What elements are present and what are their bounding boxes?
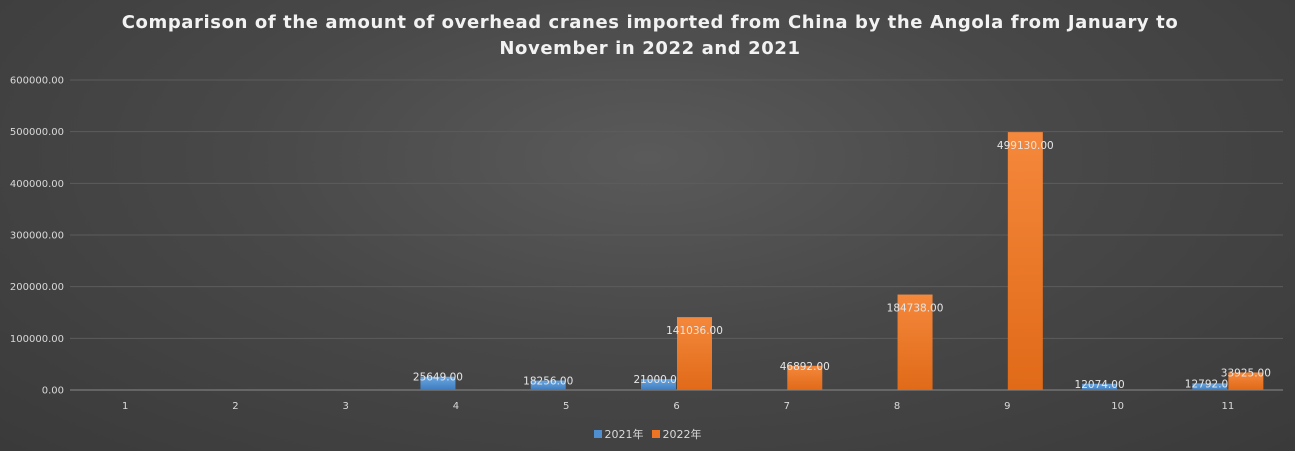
y-tick-label: 200000.00 bbox=[10, 282, 64, 293]
data-label: 18256.00 bbox=[523, 376, 573, 388]
data-label: 21000.00 bbox=[633, 374, 683, 386]
data-label: 141036.00 bbox=[666, 325, 723, 337]
x-tick-label: 1 bbox=[122, 401, 128, 412]
legend-item-2021[interactable]: 2021年 bbox=[593, 426, 644, 442]
bar bbox=[1007, 132, 1043, 391]
data-label: 12074.00 bbox=[1075, 379, 1125, 391]
y-tick-label: 500000.00 bbox=[10, 127, 64, 138]
data-label: 184738.00 bbox=[887, 303, 944, 315]
bar bbox=[897, 294, 933, 390]
legend: 2021年 2022年 bbox=[0, 426, 1295, 442]
bar bbox=[787, 365, 823, 390]
x-tick-label: 4 bbox=[453, 401, 459, 412]
legend-swatch-2021 bbox=[593, 430, 602, 438]
bar bbox=[1192, 383, 1228, 390]
x-tick-label: 11 bbox=[1221, 401, 1234, 412]
legend-label-2021: 2021年 bbox=[604, 428, 644, 441]
y-tick-label: 600000.00 bbox=[10, 76, 64, 87]
data-label: 499130.00 bbox=[997, 140, 1054, 152]
x-tick-label: 7 bbox=[784, 401, 790, 412]
data-label: 33925.00 bbox=[1221, 367, 1271, 379]
bar bbox=[1228, 372, 1264, 390]
bar bbox=[530, 380, 566, 390]
y-tick-label: 300000.00 bbox=[10, 231, 64, 242]
bar bbox=[677, 317, 712, 390]
legend-label-2022: 2022年 bbox=[662, 428, 702, 441]
legend-swatch-2022 bbox=[651, 430, 660, 438]
legend-item-2022[interactable]: 2022年 bbox=[651, 426, 702, 442]
x-tick-label: 10 bbox=[1111, 401, 1124, 412]
chart-title: Comparison of the amount of overhead cra… bbox=[121, 12, 1179, 59]
x-tick-label: 8 bbox=[894, 401, 900, 412]
x-tick-label: 6 bbox=[673, 401, 679, 412]
x-tick-label: 2 bbox=[232, 401, 238, 412]
bar bbox=[420, 376, 456, 390]
x-tick-label: 3 bbox=[342, 401, 348, 412]
data-label: 12792.00 bbox=[1185, 378, 1235, 390]
bar bbox=[641, 379, 676, 390]
bar bbox=[1082, 383, 1118, 390]
y-tick-label: 400000.00 bbox=[10, 179, 64, 190]
data-label: 46892.00 bbox=[780, 361, 830, 373]
data-label: 25649.00 bbox=[413, 372, 463, 384]
x-tick-label: 5 bbox=[563, 401, 569, 412]
y-tick-label: 100000.00 bbox=[10, 334, 64, 345]
y-tick-label: 0.00 bbox=[42, 386, 64, 397]
x-tick-label: 9 bbox=[1004, 401, 1010, 412]
